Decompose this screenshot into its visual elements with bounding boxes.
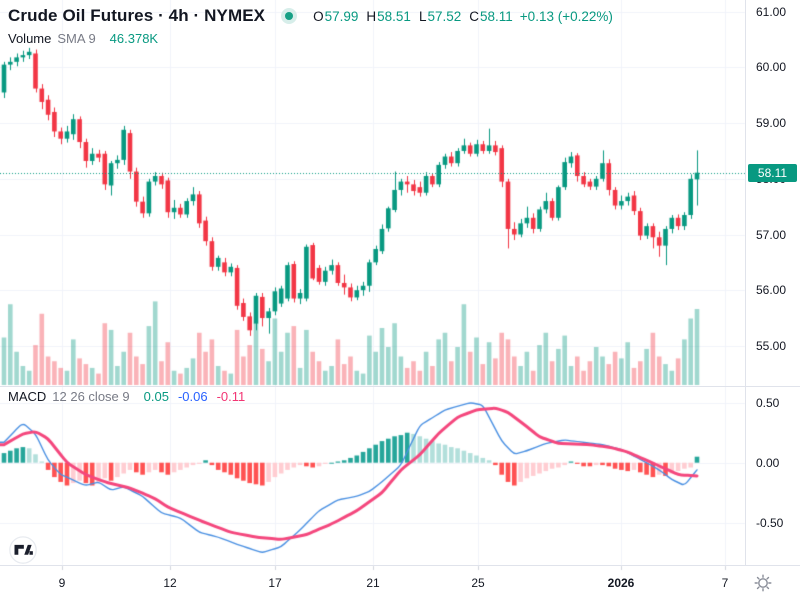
volume-legend[interactable]: Volume SMA 9 46.378K: [8, 31, 158, 46]
time-tick-2026[interactable]: 2026: [607, 576, 635, 590]
high-label: H: [366, 8, 377, 24]
market-status-icon[interactable]: [281, 8, 298, 24]
change-value: +0.13 (+0.22%): [519, 8, 613, 24]
time-axis-separator: [0, 565, 800, 566]
price-tick-56.00[interactable]: 56.00: [756, 283, 787, 297]
price-tick-60.00[interactable]: 60.00: [756, 60, 787, 74]
price-tick-55.00[interactable]: 55.00: [756, 339, 787, 353]
macd-tick-0.00[interactable]: 0.00: [756, 456, 780, 470]
volume-label: Volume: [8, 31, 52, 46]
macd-params: 12 26 close 9: [52, 389, 130, 404]
volume-value: 46.378K: [109, 31, 159, 46]
time-tick-21[interactable]: 21: [366, 576, 380, 590]
panel-separator[interactable]: [0, 386, 800, 387]
price-tick-59.00[interactable]: 59.00: [756, 116, 787, 130]
time-tick-9[interactable]: 9: [58, 576, 66, 590]
symbol-title[interactable]: Crude Oil Futures · 4h · NYMEX: [8, 6, 266, 25]
price-tick-57.00[interactable]: 57.00: [756, 228, 787, 242]
open-label: O: [313, 8, 324, 24]
close-value: 58.11: [480, 8, 513, 24]
low-label: L: [418, 8, 427, 24]
macd-tick-0.50[interactable]: 0.50: [756, 396, 780, 410]
macd-histogram-value: 0.05: [143, 389, 169, 404]
axis-settings-gear-icon[interactable]: [753, 573, 773, 598]
time-tick-17[interactable]: 17: [268, 576, 282, 590]
macd-signal-value: -0.11: [216, 389, 246, 404]
price-axis-border: [745, 0, 746, 565]
chart-header: Crude Oil Futures · 4h · NYMEX O 57.99 H…: [8, 6, 613, 26]
macd-legend[interactable]: MACD 12 26 close 9 0.05 -0.06 -0.11: [8, 389, 245, 404]
time-tick-7[interactable]: 7: [721, 576, 729, 590]
tradingview-logo-icon[interactable]: [6, 533, 40, 572]
close-label: C: [469, 8, 480, 24]
price-tick-61.00[interactable]: 61.00: [756, 5, 787, 19]
open-value: 57.99: [324, 8, 359, 24]
high-value: 58.51: [377, 8, 411, 24]
market-status-dot-icon: [285, 12, 294, 20]
volume-sma-label: SMA 9: [57, 31, 96, 46]
last-price-badge[interactable]: 58.11: [748, 164, 797, 182]
time-tick-25[interactable]: 25: [471, 576, 485, 590]
time-tick-12[interactable]: 12: [163, 576, 177, 590]
ohlc-readout: O 57.99 H 58.51 L 57.52 C 58.11 +0.13 (+…: [313, 9, 613, 24]
macd-line-value: -0.06: [177, 389, 208, 404]
low-value: 57.52: [427, 8, 462, 24]
macd-label: MACD: [8, 389, 47, 404]
macd-tick--0.50[interactable]: -0.50: [756, 516, 784, 530]
